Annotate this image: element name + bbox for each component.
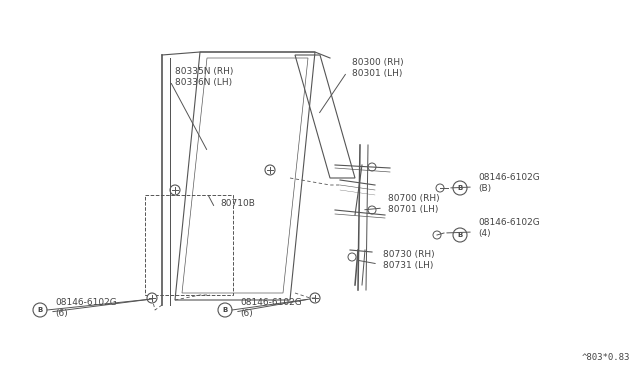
Text: 08146-6102G
(6): 08146-6102G (6) [240,298,301,318]
Circle shape [265,165,275,175]
Circle shape [147,293,157,303]
Text: 08146-6102G
(4): 08146-6102G (4) [478,218,540,238]
Circle shape [433,231,441,239]
Text: 80300 (RH)
80301 (LH): 80300 (RH) 80301 (LH) [352,58,404,78]
Circle shape [348,253,356,261]
Text: 08146-6102G
(6): 08146-6102G (6) [55,298,116,318]
Text: B: B [37,307,43,313]
Text: 80730 (RH)
80731 (LH): 80730 (RH) 80731 (LH) [383,250,435,270]
Circle shape [170,185,180,195]
Text: B: B [458,232,463,238]
Circle shape [310,293,320,303]
Text: B: B [222,307,228,313]
Text: 80710B: 80710B [220,199,255,208]
Text: B: B [458,185,463,191]
Text: 08146-6102G
(B): 08146-6102G (B) [478,173,540,193]
Circle shape [368,163,376,171]
Text: 80700 (RH)
80701 (LH): 80700 (RH) 80701 (LH) [388,194,440,214]
Text: 80335N (RH)
80336N (LH): 80335N (RH) 80336N (LH) [175,67,234,87]
Text: ^803*0.83: ^803*0.83 [582,353,630,362]
Bar [145,195,233,295]
Circle shape [368,206,376,214]
Circle shape [436,184,444,192]
